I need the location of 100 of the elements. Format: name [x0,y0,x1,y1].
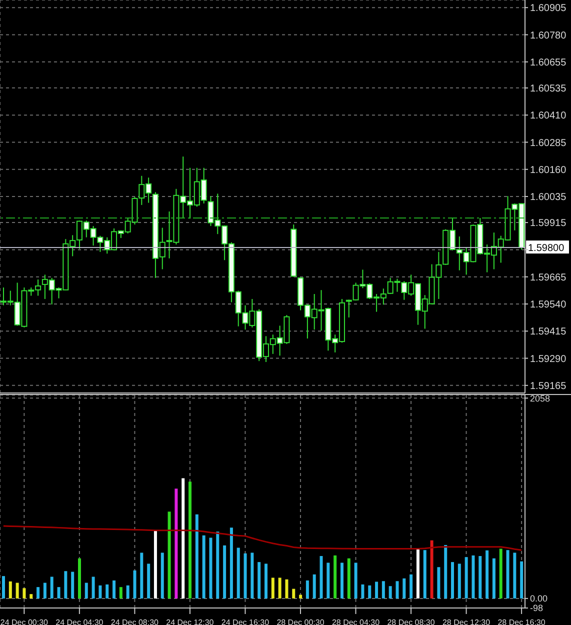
x-tick-label: 24 Dec 12:30 [166,618,214,625]
bar [472,555,475,598]
bar [361,584,364,598]
bar [133,570,136,598]
bar [2,576,5,598]
bar [195,514,198,598]
y-tick-label: 1.60905 [530,3,567,14]
bar [486,550,489,598]
bar [92,576,95,598]
bar [478,556,482,598]
y-tick-label: -98 [530,603,544,614]
y-tick-label: 1.60285 [530,138,567,149]
bar [16,582,19,598]
bar [292,588,296,598]
bar [126,585,130,598]
bar [444,545,448,598]
bar [78,558,81,598]
x-tick-label: 28 Dec 00:30 [276,618,325,625]
y-tick-label: 1.59915 [530,218,567,230]
bar [334,555,337,598]
bar [30,594,33,598]
bar [423,550,426,598]
y-tick-label: 1.59415 [530,326,567,338]
bar [347,558,350,598]
bar [340,562,344,598]
bar [182,478,185,598]
bar [258,562,261,598]
bar [64,571,68,598]
bar [223,545,226,598]
x-tick-label: 24 Dec 04:30 [56,618,104,625]
bar [312,574,316,598]
bar [202,535,206,598]
x-tick-label: 28 Dec 04:30 [332,618,380,625]
bar [506,550,510,598]
bar [174,488,178,598]
bar [71,572,74,598]
bar [354,562,358,598]
bar [140,552,144,598]
y-tick-label: 1.60035 [530,192,567,204]
bar [278,578,282,598]
y-tick-label: 1.60535 [530,83,567,94]
bar [168,512,171,598]
x-tick-label: 28 Dec 16:30 [498,618,546,625]
bar [106,584,109,598]
bar [43,582,46,598]
bar [520,561,524,598]
y-tick-label: 1.60160 [530,164,567,176]
bar [416,549,420,598]
bar [230,528,233,598]
bar [299,594,302,598]
line-series [2,525,522,551]
x-tick-label: 24 Dec 00:30 [0,618,49,625]
y-tick-label: 0.00 [530,594,548,604]
bar [8,581,12,598]
bar [382,581,385,598]
y-tick-label: 2058 [530,393,550,404]
y-tick-label: 1.60655 [530,57,567,68]
bar [250,552,254,598]
bar [306,580,309,598]
y-tick-label: 1.60780 [530,30,567,42]
x-tick-label: 28 Dec 08:30 [387,618,436,625]
bar [326,562,330,598]
bar [271,578,274,598]
bar [464,557,468,598]
bar [209,538,212,598]
bar [244,553,247,598]
bar [264,564,268,598]
bar [36,587,40,598]
bar [492,558,496,598]
bar [320,556,323,598]
bar [513,552,516,598]
bar [285,579,288,598]
bar [50,576,54,598]
bar [402,578,406,598]
x-tick-label: 24 Dec 16:30 [221,618,270,625]
bar [154,530,157,598]
bar [112,580,116,598]
y-tick-label: 1.60410 [530,110,567,122]
bar [98,585,102,598]
bar [22,588,26,598]
x-tick-label: 28 Dec 12:30 [442,618,491,625]
y-tick-label: 1.59540 [530,300,567,311]
bar [57,587,60,598]
bar [437,567,440,598]
x-tick-label: 24 Dec 08:30 [110,618,160,625]
bar [216,532,220,598]
y-tick-label: 1.59665 [530,272,567,284]
bar [458,564,461,598]
bar [84,582,88,598]
y-tick-label: 1.59165 [530,380,567,392]
bar [375,582,378,598]
bar [410,574,413,598]
bar [499,548,502,598]
bar [430,540,434,598]
bar [188,482,192,598]
bar [119,587,122,598]
bar [396,581,399,598]
bar [147,564,150,598]
y-tick-label: 1.59290 [530,354,567,365]
bar [368,585,372,598]
